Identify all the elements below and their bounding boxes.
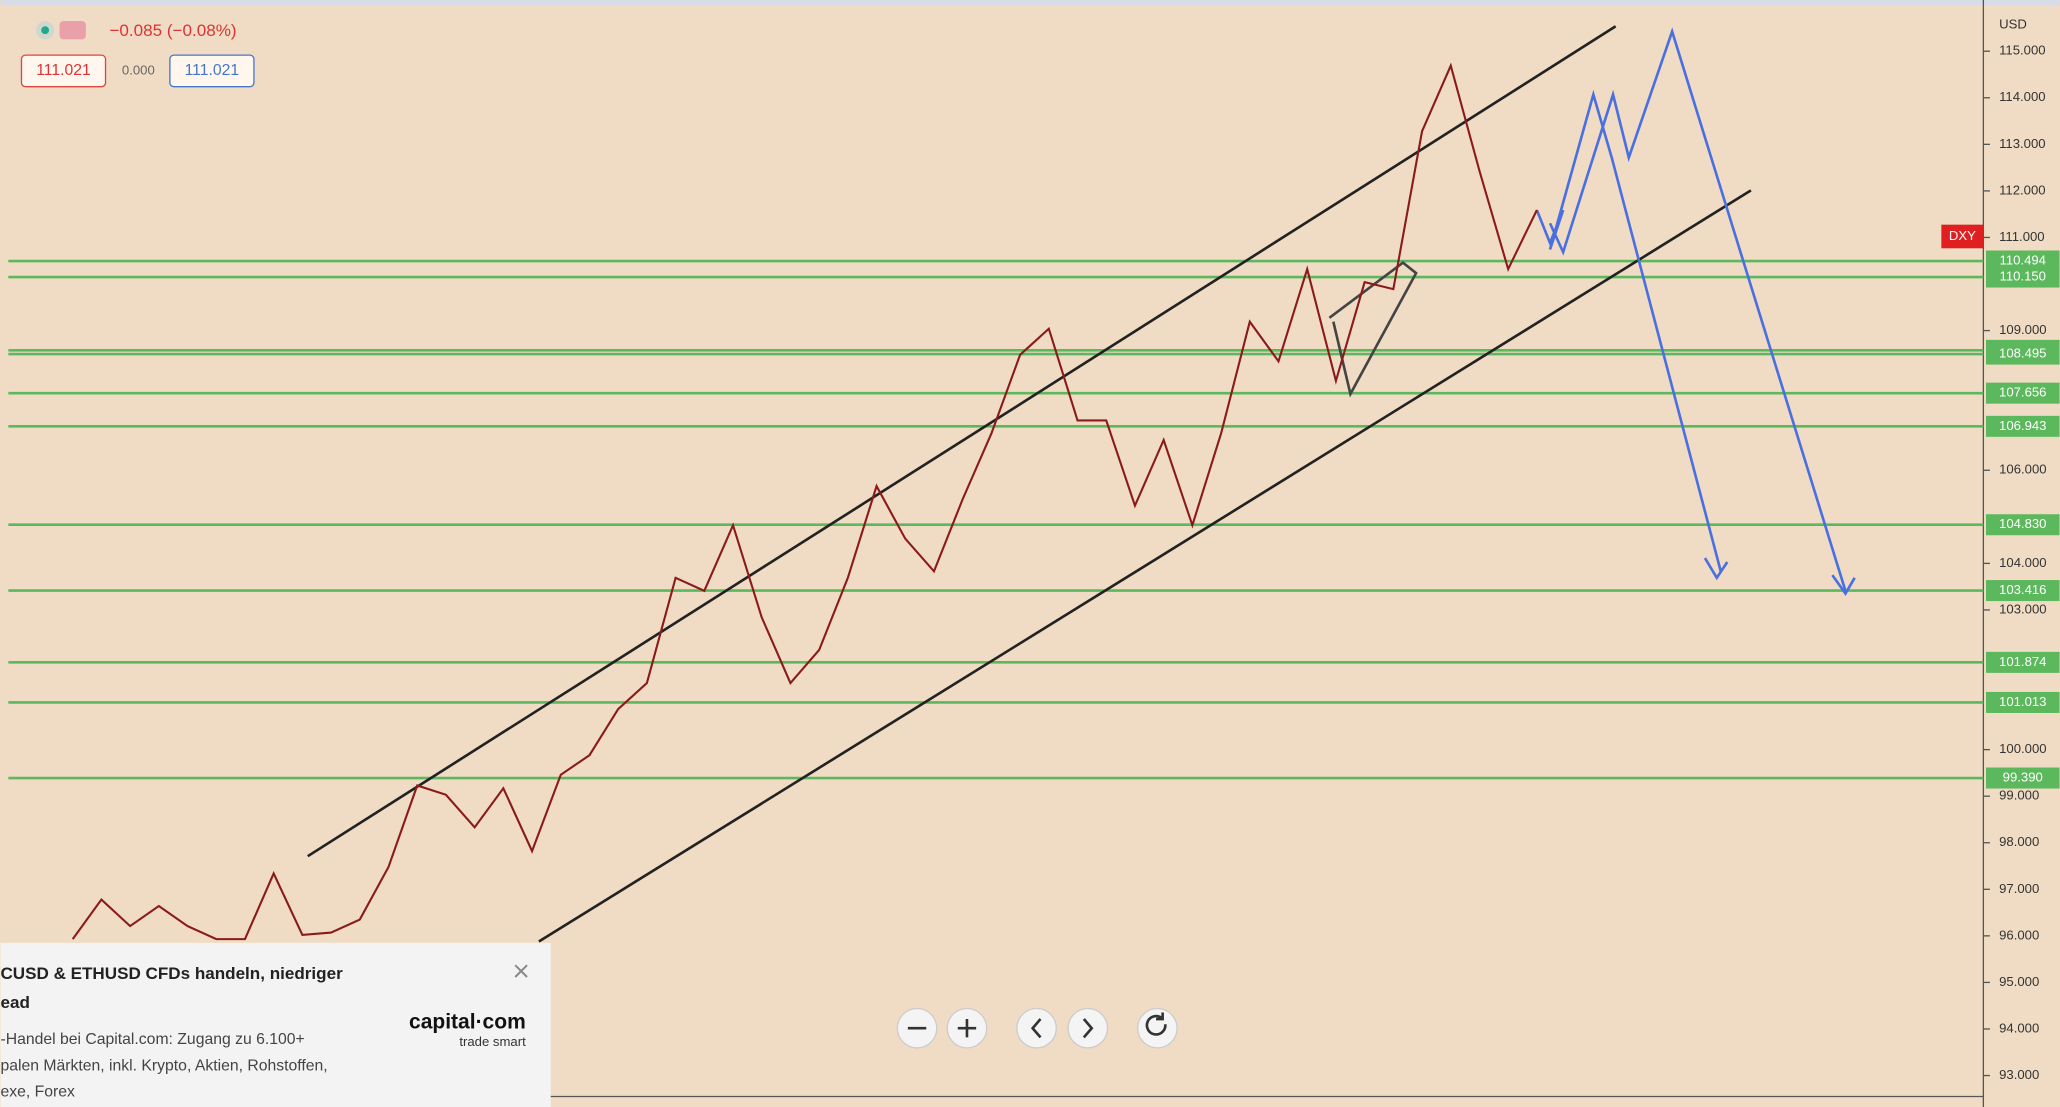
controls bbox=[896, 1007, 1178, 1049]
level-tag bbox=[1985, 691, 2060, 713]
level-tag bbox=[1985, 415, 2060, 437]
scroll-right[interactable] bbox=[1067, 1007, 1109, 1049]
reset-icon bbox=[1145, 1012, 1167, 1036]
y-tick-label: 97.000 bbox=[1999, 881, 2039, 896]
ad-title: ead bbox=[0, 993, 29, 1012]
y-tick-label: 111.000 bbox=[1999, 229, 2045, 244]
level-tag bbox=[1985, 580, 2060, 602]
y-tick-label: 95.000 bbox=[1999, 974, 2039, 989]
y-tick-label: 96.000 bbox=[1999, 927, 2039, 942]
y-tick-label: 100.000 bbox=[1999, 741, 2046, 756]
level-tag bbox=[1985, 382, 2060, 404]
ask: 111.021 bbox=[185, 62, 240, 79]
menu-icon[interactable] bbox=[59, 21, 86, 40]
level-tag bbox=[1985, 514, 2060, 536]
level-label: 104.830 bbox=[1999, 516, 2046, 531]
y-tick-label: 114.000 bbox=[1999, 89, 2045, 104]
ad-close[interactable] bbox=[514, 964, 528, 978]
projection-2 bbox=[1548, 27, 1847, 592]
level-tag bbox=[1985, 343, 2060, 365]
scroll-left-icon bbox=[1030, 1018, 1042, 1039]
ad-body: exe, Forex bbox=[0, 1084, 75, 1101]
channel-upper bbox=[307, 25, 1617, 858]
price-line bbox=[71, 62, 1538, 941]
level-tag bbox=[1985, 250, 2060, 272]
ad-title: CUSD & ETHUSD CFDs handeln, niedriger bbox=[0, 964, 343, 983]
scroll-right-icon bbox=[1082, 1018, 1094, 1039]
level-label: 103.416 bbox=[1999, 582, 2046, 597]
projection-1 bbox=[1535, 89, 1722, 572]
level-label: 101.874 bbox=[1999, 654, 2046, 669]
ask-box[interactable] bbox=[169, 54, 255, 88]
level-tag bbox=[1985, 767, 2060, 789]
y-axis: 115.000 114.000 113.000 112.000 111.000 109.0… bbox=[1941, 43, 2060, 1082]
level-label: 108.495 bbox=[1999, 346, 2046, 361]
wedge bbox=[1328, 260, 1418, 398]
status-dot bbox=[41, 26, 50, 35]
top-bar bbox=[0, 0, 2060, 6]
zoom-in-icon bbox=[957, 1019, 977, 1038]
ad-body: palen Märkten, inkl. Krypto, Aktien, Roh… bbox=[0, 1057, 327, 1074]
ad-popup: CUSD & ETHUSD CFDs handeln, niedriger ea… bbox=[0, 942, 551, 1107]
y-tick-label: 99.000 bbox=[1999, 788, 2039, 803]
y-tick-label: 109.000 bbox=[1999, 322, 2046, 337]
level-tag bbox=[1985, 651, 2060, 673]
ad-brand: capital·com bbox=[409, 1011, 526, 1034]
level-label: 107.656 bbox=[1999, 385, 2046, 400]
y-tick-label: 93.000 bbox=[1999, 1067, 2039, 1082]
change: −0.085 (−0.08%) bbox=[109, 21, 236, 40]
spread: 0.000 bbox=[122, 62, 155, 77]
ad-panel[interactable] bbox=[0, 942, 551, 1107]
symbol-tag bbox=[1941, 224, 1984, 249]
currency: USD bbox=[1999, 16, 2027, 31]
arrow-head-1 bbox=[1703, 557, 1729, 581]
channel-lower bbox=[538, 189, 1752, 943]
level-label: 106.943 bbox=[1999, 418, 2046, 433]
levels bbox=[8, 259, 1984, 780]
level-label: 110.150 bbox=[2000, 269, 2046, 284]
bid: 111.021 bbox=[36, 62, 91, 79]
ad-slogan: trade smart bbox=[459, 1034, 526, 1049]
y-tick-label: 103.000 bbox=[1999, 601, 2046, 616]
y-tick-label: 113.000 bbox=[1999, 136, 2045, 151]
arrow-head-2 bbox=[1831, 574, 1856, 596]
series bbox=[71, 62, 1538, 941]
y-tick-label: 106.000 bbox=[1999, 462, 2046, 477]
level-tag bbox=[1985, 266, 2060, 288]
level-label: 99.390 bbox=[2003, 769, 2043, 784]
y-tick-label: 94.000 bbox=[1999, 1020, 2039, 1035]
scroll-left[interactable] bbox=[1016, 1007, 1057, 1049]
y-tick-label: 104.000 bbox=[1999, 555, 2046, 570]
y-tick-label: 112.000 bbox=[1999, 182, 2045, 197]
level-label: 101.013 bbox=[1999, 694, 2046, 709]
level-label: 110.494 bbox=[2000, 252, 2046, 267]
y-tick-label: 115.000 bbox=[1999, 43, 2045, 58]
symbol-tag-label: DXY bbox=[1949, 228, 1976, 243]
bid-box[interactable] bbox=[20, 54, 107, 88]
ad-body: -Handel bei Capital.com: Zugang zu 6.100… bbox=[0, 1031, 304, 1048]
y-tick-label: 98.000 bbox=[1999, 834, 2039, 849]
reset[interactable] bbox=[1137, 1007, 1178, 1049]
